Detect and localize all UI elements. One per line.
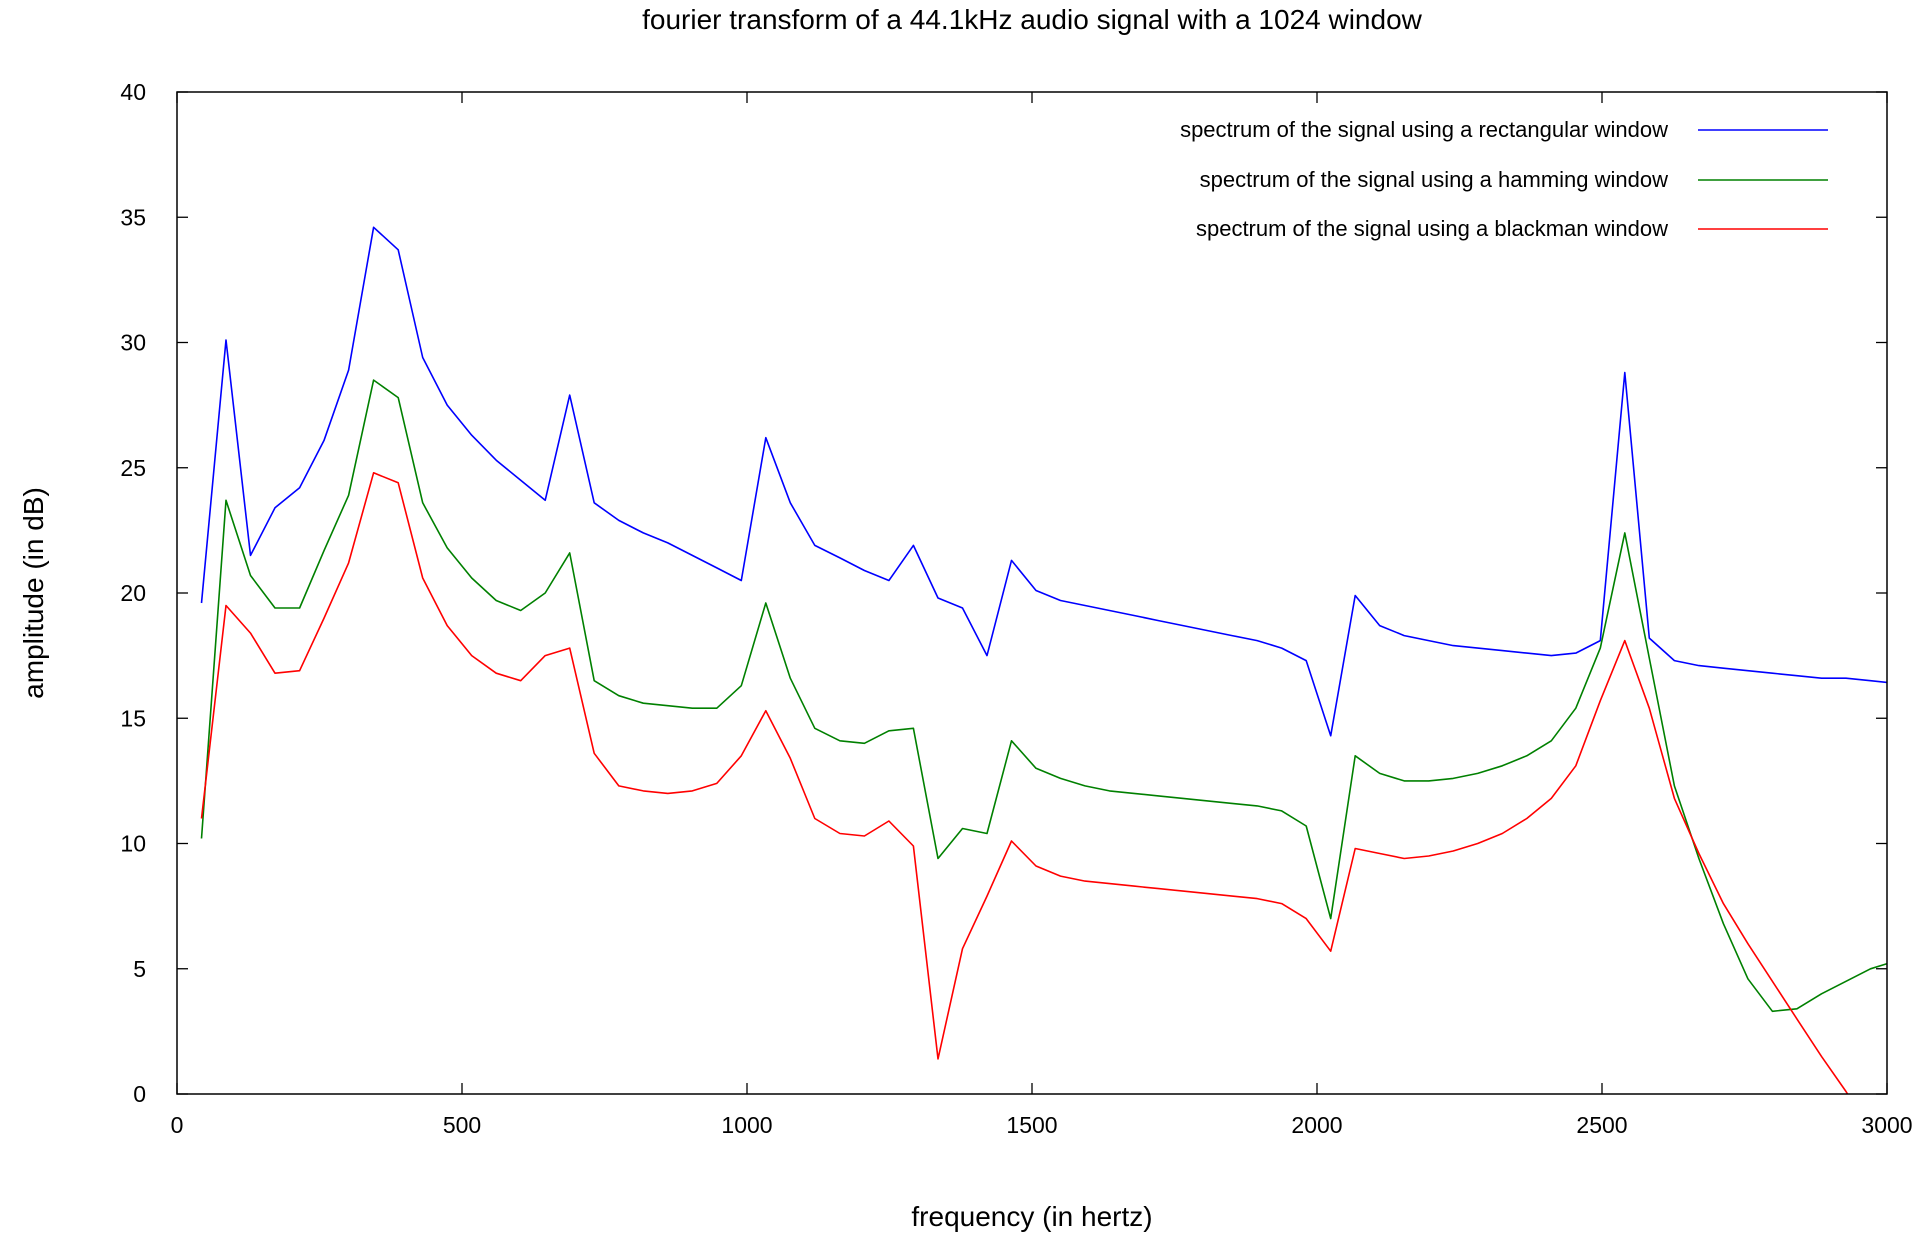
series-line-2 (200, 471, 1849, 1094)
x-tick-label: 1500 (1006, 1112, 1057, 1138)
x-axis-label: frequency (in hertz) (911, 1201, 1152, 1232)
y-tick-label: 35 (120, 204, 146, 230)
y-tick-label: 0 (133, 1081, 146, 1107)
x-tick-label: 1000 (721, 1112, 772, 1138)
x-tick-label: 500 (443, 1112, 481, 1138)
y-tick-label: 10 (120, 831, 146, 857)
y-tick-label: 5 (133, 956, 146, 982)
plot-border (176, 91, 1888, 1095)
y-tick-label: 25 (120, 455, 146, 481)
y-axis-label: amplitude (in dB) (18, 487, 49, 699)
series-line-1 (200, 379, 1887, 1013)
x-tick-label: 0 (171, 1112, 184, 1138)
legend-label-1: spectrum of the signal using a hamming w… (1200, 167, 1668, 192)
axis-ticks: 0 500 1000 1500 2000 2500 3000 0 5 10 15 20 25 30 35 40 (120, 79, 1912, 1138)
x-tick-label: 2500 (1576, 1112, 1627, 1138)
legend-label-2: spectrum of the signal using a blackman … (1196, 216, 1668, 241)
legend-label-0: spectrum of the signal using a rectangul… (1180, 117, 1668, 142)
plot-lines (200, 226, 1887, 1094)
chart-title: fourier transform of a 44.1kHz audio sig… (642, 4, 1423, 35)
y-tick-label: 40 (120, 79, 146, 105)
y-tick-label: 15 (120, 705, 146, 731)
legend: spectrum of the signal using a rectangul… (1180, 117, 1828, 241)
series-line-0 (200, 226, 1887, 737)
x-tick-label: 2000 (1291, 1112, 1342, 1138)
x-tick-label: 3000 (1861, 1112, 1912, 1138)
y-tick-label: 20 (120, 580, 146, 606)
y-tick-label: 30 (120, 330, 146, 356)
